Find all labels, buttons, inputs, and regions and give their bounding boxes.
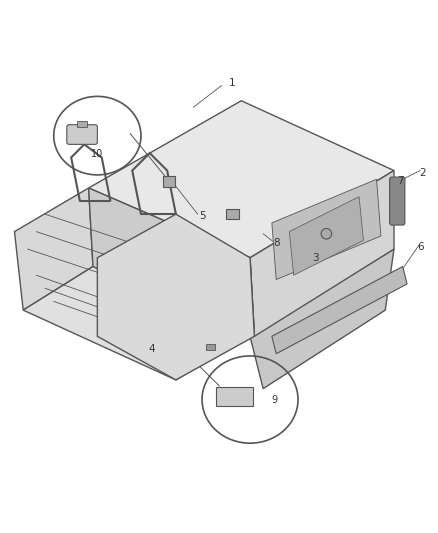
Polygon shape — [14, 188, 93, 310]
FancyBboxPatch shape — [77, 121, 87, 127]
Text: 3: 3 — [311, 253, 318, 263]
Polygon shape — [250, 249, 393, 389]
Circle shape — [321, 229, 331, 239]
Text: 7: 7 — [396, 176, 403, 187]
Polygon shape — [271, 266, 406, 354]
Polygon shape — [88, 188, 254, 336]
Text: 6: 6 — [416, 242, 423, 252]
Text: 1: 1 — [229, 78, 235, 88]
FancyBboxPatch shape — [226, 209, 238, 220]
FancyBboxPatch shape — [163, 176, 175, 187]
FancyBboxPatch shape — [67, 125, 97, 144]
Text: 8: 8 — [272, 238, 279, 247]
Polygon shape — [250, 171, 393, 336]
Polygon shape — [289, 197, 363, 275]
FancyBboxPatch shape — [205, 344, 214, 350]
Polygon shape — [23, 266, 250, 380]
Text: 2: 2 — [418, 168, 425, 177]
Text: 4: 4 — [148, 344, 155, 354]
FancyBboxPatch shape — [389, 177, 404, 225]
Polygon shape — [88, 101, 393, 258]
Polygon shape — [271, 179, 380, 280]
Text: 10: 10 — [91, 149, 103, 159]
Text: 5: 5 — [198, 211, 205, 221]
FancyBboxPatch shape — [216, 387, 253, 406]
Text: 9: 9 — [270, 394, 276, 405]
Polygon shape — [97, 214, 254, 380]
